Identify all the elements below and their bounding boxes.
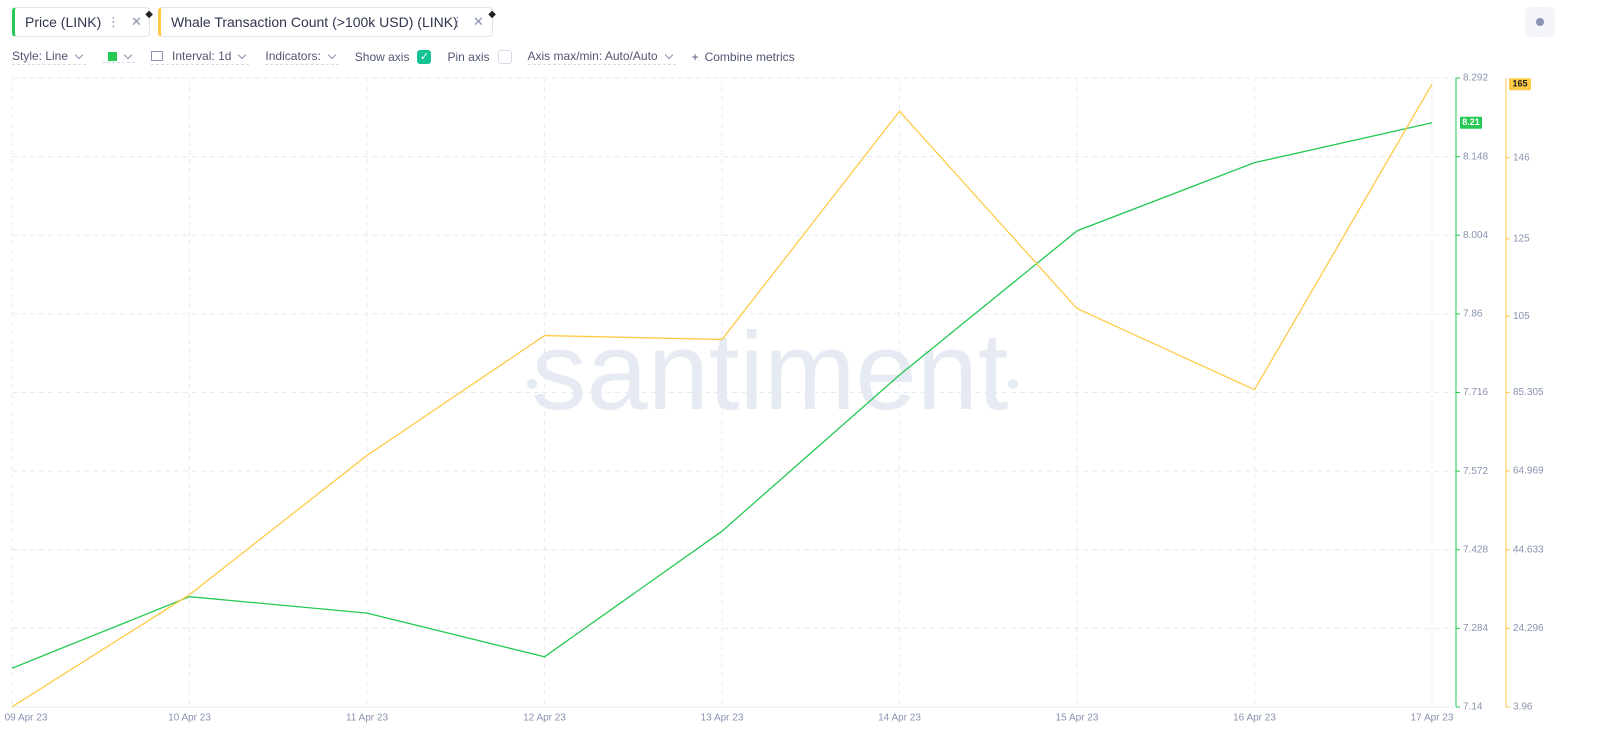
menu-icon[interactable]: ⋮ (107, 14, 120, 29)
y-tick-label: 7.14 (1463, 702, 1483, 713)
y2-tick-label: 85.305 (1513, 387, 1544, 398)
y-tick-label: 7.428 (1463, 544, 1488, 555)
last-value-badge (1460, 116, 1482, 129)
watermark-dot (1008, 379, 1018, 389)
y-tick-label: 7.284 (1463, 623, 1488, 634)
x-tick-label: 15 Apr 23 (1056, 713, 1099, 724)
last-value-label: 8.21 (1462, 117, 1480, 127)
axis-minmax-select[interactable]: Axis max/min: Auto/Auto (527, 49, 676, 65)
x-tick-label: 13 Apr 23 (701, 713, 744, 724)
dot-icon (1536, 18, 1544, 26)
y2-tick-label: 3.96 (1513, 702, 1533, 713)
eth-icon: ◆ (488, 9, 496, 20)
y-tick-label: 8.004 (1463, 230, 1488, 241)
pin-axis-label: Pin axis (447, 49, 490, 64)
x-tick-label: 17 Apr 23 (1411, 713, 1454, 724)
y2-tick-label: 125 (1513, 234, 1530, 245)
color-select[interactable] (102, 50, 136, 63)
show-axis-toggle[interactable]: Show axis ✓ (354, 49, 432, 65)
x-tick-label: 14 Apr 23 (878, 713, 921, 724)
y-tick-label: 7.572 (1463, 466, 1488, 477)
style-select[interactable]: Style: Line (12, 49, 87, 65)
tab-label: Price (LINK) (25, 14, 102, 30)
plus-icon: + (691, 49, 699, 64)
y2-tick-label: 64.969 (1513, 466, 1544, 477)
y2-tick-label: 24.296 (1513, 623, 1544, 634)
tab-label: Whale Transaction Count (>100k USD) (LIN… (171, 14, 458, 30)
combine-label: Combine metrics (704, 49, 795, 64)
y2-tick-label: 146 (1513, 152, 1530, 163)
last-value-badge (1509, 78, 1531, 91)
ruler-icon (151, 51, 164, 61)
indicators-label: Indicators: (265, 49, 321, 63)
y-tick-label: 8.292 (1463, 73, 1488, 84)
y2-tick-label: 105 (1513, 311, 1530, 322)
checkbox (497, 49, 512, 64)
watermark-dot (527, 379, 537, 389)
close-icon[interactable]: ✕ (473, 14, 484, 29)
controls: Style: Line Interval: 1d Indicators: Sho… (12, 48, 811, 66)
show-axis-label: Show axis (354, 49, 410, 64)
y-tick-label: 8.148 (1463, 151, 1488, 162)
x-tick-label: 11 Apr 23 (346, 713, 389, 724)
series-line (11, 83, 1433, 708)
y2-tick-label: 44.633 (1513, 544, 1544, 555)
x-tick-label: 10 Apr 23 (168, 713, 211, 724)
y-tick-label: 7.86 (1463, 309, 1483, 320)
x-tick-label: 09 Apr 23 (5, 713, 48, 724)
pin-axis-toggle[interactable]: Pin axis (447, 49, 512, 65)
combine-button[interactable]: + Combine metrics (692, 50, 795, 65)
x-tick-label: 16 Apr 23 (1233, 713, 1276, 724)
interval-select[interactable]: Interval: 1d (151, 49, 250, 65)
last-value-label: 165 (1512, 79, 1527, 89)
series-line (11, 122, 1433, 669)
checkbox-checked: ✓ (417, 49, 432, 64)
axis-minmax-label: Axis max/min: Auto/Auto (527, 49, 658, 63)
watermark: santiment (532, 310, 1009, 433)
style-label: Style: Line (12, 49, 69, 63)
close-icon[interactable]: ✕ (131, 14, 142, 29)
x-tick-label: 12 Apr 23 (523, 713, 566, 724)
metric-tab[interactable]: Price (LINK) ⋮ ✕ ◆ (12, 7, 153, 37)
eth-icon: ◆ (145, 9, 153, 20)
y-tick-label: 7.716 (1463, 387, 1488, 398)
settings-button[interactable] (1525, 7, 1555, 37)
metric-tab[interactable]: Whale Transaction Count (>100k USD) (LIN… (158, 7, 496, 37)
interval-label: Interval: 1d (172, 49, 232, 63)
indicators-select[interactable]: Indicators: (265, 49, 339, 65)
color-swatch (108, 51, 118, 61)
menu-icon[interactable]: ⋮ (451, 14, 464, 29)
